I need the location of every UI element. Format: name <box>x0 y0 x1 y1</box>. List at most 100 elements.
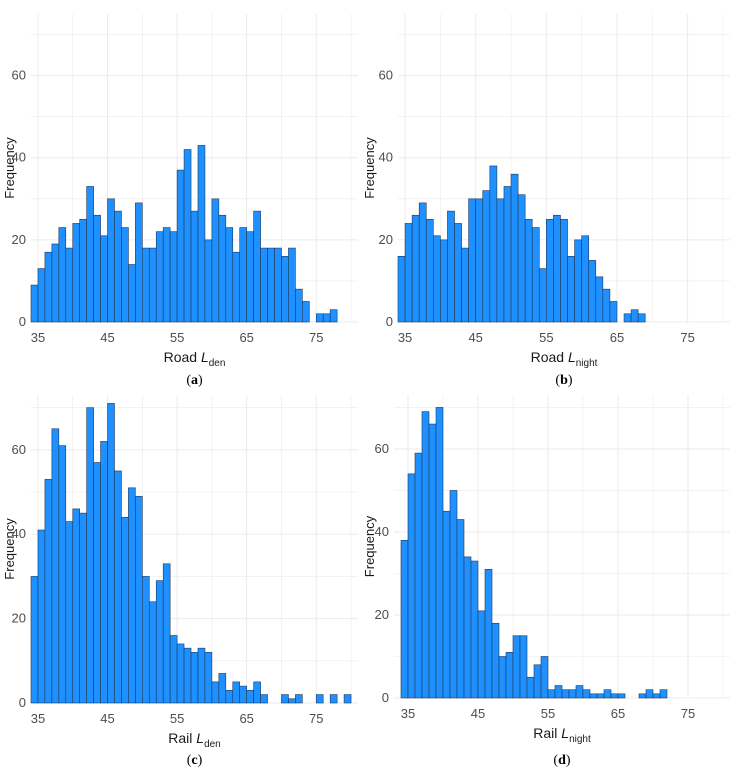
histogram-bar <box>418 202 427 323</box>
histogram-bar <box>281 255 289 323</box>
histogram-bar <box>567 255 575 323</box>
histogram-bar <box>554 685 563 699</box>
histogram-bar <box>183 149 192 323</box>
histogram-bar <box>582 689 591 699</box>
y-tick-label: 0 <box>382 690 389 705</box>
y-tick-label: 0 <box>19 695 26 710</box>
histogram-bar <box>65 247 74 323</box>
histogram-bar <box>617 693 626 699</box>
y-tick-label: 40 <box>379 150 393 165</box>
caption-letter: b <box>560 373 568 388</box>
histogram-bar <box>442 510 451 699</box>
histogram-bar <box>239 685 247 704</box>
y-tick-label: 40 <box>12 150 26 165</box>
histogram-bar <box>121 517 129 704</box>
x-tick-label: 75 <box>309 711 323 726</box>
caption-letter: d <box>558 753 566 768</box>
histogram-bar <box>107 198 115 323</box>
histogram-bar <box>190 652 199 704</box>
histogram-bar <box>197 647 206 704</box>
histogram-bar <box>560 219 568 323</box>
histogram-bar <box>652 693 661 699</box>
caption-open-paren: ( <box>553 753 558 768</box>
histogram-bar <box>93 214 101 323</box>
histogram-bar <box>630 309 639 323</box>
histogram-bar <box>79 512 87 704</box>
caption-open-paren: ( <box>187 753 192 768</box>
histogram-bar <box>93 462 101 704</box>
histogram-bar <box>107 403 115 704</box>
x-axis-label-subscript: den <box>209 358 226 369</box>
histogram-bar <box>491 622 500 699</box>
histogram-bar <box>148 601 157 704</box>
x-tick-label: 55 <box>541 706 555 721</box>
bars <box>30 403 352 704</box>
histogram-bar <box>260 694 268 704</box>
y-tick-label: 20 <box>375 607 389 622</box>
histogram-bar <box>204 239 213 323</box>
histogram-bar <box>449 490 458 699</box>
x-axis-label: Rail Lnight <box>533 725 591 745</box>
histogram-bar <box>253 210 261 323</box>
x-tick-label: 55 <box>170 711 184 726</box>
histogram-bar <box>329 694 338 704</box>
histogram-bar <box>512 635 521 699</box>
histogram-panel-d: 35 45 55 65 75 0 20 40 60 Frequency Rail Lnight (d) <box>362 395 730 768</box>
y-axis-label: Frequency <box>2 518 17 580</box>
caption-close-paren: ) <box>198 753 203 768</box>
x-axis-label-symbol: L <box>196 730 204 746</box>
histogram-bar <box>468 198 477 323</box>
histogram-bar <box>610 693 619 699</box>
histogram-bar <box>505 652 514 699</box>
histogram-bar <box>603 689 612 699</box>
histogram-bar <box>609 301 618 323</box>
histogram-bar <box>155 231 164 323</box>
panel-caption: (b) <box>555 373 572 388</box>
histogram-bar <box>162 227 171 323</box>
histogram-bar <box>30 284 39 323</box>
x-tick-label: 45 <box>100 330 114 345</box>
histogram-bar <box>546 219 554 323</box>
histogram-bar <box>531 227 540 323</box>
histogram-bar <box>225 227 234 323</box>
histogram-bar <box>65 521 74 704</box>
caption-open-paren: ( <box>186 373 191 388</box>
histogram-bar <box>162 563 171 704</box>
histogram-bar <box>51 428 60 704</box>
histogram-bar <box>404 223 413 323</box>
histogram-bar <box>596 693 605 699</box>
histogram-bar <box>169 635 178 704</box>
histogram-bar <box>232 681 241 704</box>
histogram-bar <box>100 441 108 704</box>
x-axis-label-subscript: night <box>576 358 598 369</box>
histogram-bar <box>274 247 282 323</box>
caption-close-paren: ) <box>198 373 203 388</box>
x-tick-label: 75 <box>309 330 323 345</box>
histogram-bar <box>547 689 556 699</box>
histogram-bar <box>315 694 324 704</box>
histogram-bar <box>470 560 479 699</box>
bars <box>30 145 338 323</box>
panel-caption: (c) <box>187 753 203 768</box>
histogram-bar <box>72 508 81 704</box>
histogram-bar <box>58 227 67 323</box>
x-tick-label: 45 <box>468 330 482 345</box>
histogram-bar <box>414 452 423 699</box>
y-axis-label: Frequency <box>2 137 17 199</box>
histogram-bar <box>589 693 598 699</box>
histogram-bar <box>602 288 611 323</box>
y-tick-label: 20 <box>12 232 26 247</box>
histogram-bar <box>435 407 444 699</box>
histogram-bar <box>260 247 268 323</box>
histogram-bar <box>86 407 94 704</box>
histogram-bar <box>114 210 122 323</box>
x-axis-label: Rail Lden <box>168 730 221 750</box>
x-tick-label: 65 <box>239 330 253 345</box>
histogram-bar <box>211 198 220 323</box>
histogram-bar <box>44 251 53 323</box>
histogram-bar <box>538 268 547 323</box>
histogram-bar <box>142 247 150 323</box>
histogram-bar <box>204 652 213 704</box>
histogram-bar <box>72 223 81 323</box>
histogram-bar <box>533 664 542 699</box>
